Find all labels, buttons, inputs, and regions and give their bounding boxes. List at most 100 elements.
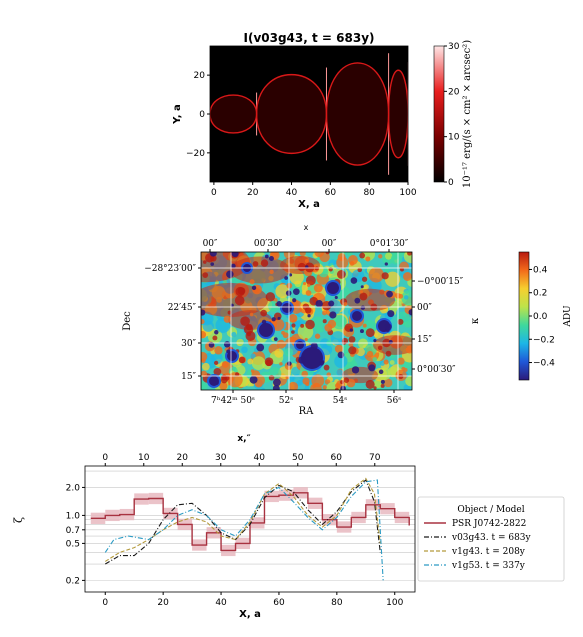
small-void <box>360 285 364 289</box>
noise-blob <box>202 362 210 371</box>
hot-spot <box>359 292 368 301</box>
x-tick-label: 100 <box>399 188 416 198</box>
hot-spot <box>201 358 206 364</box>
hot-spot <box>362 323 367 328</box>
noise-blob <box>336 369 344 376</box>
small-void <box>378 369 384 375</box>
hot-spot <box>365 379 375 389</box>
small-void <box>360 305 366 310</box>
hot-spot <box>305 319 315 330</box>
hot-spot <box>288 314 298 323</box>
x-tick-label: 80 <box>331 598 343 608</box>
hot-spot <box>201 319 205 325</box>
void <box>227 351 237 361</box>
x-tick-label: 60 <box>325 188 337 198</box>
hot-spot <box>269 269 274 275</box>
hot-spot <box>314 266 319 271</box>
hot-spot <box>249 312 254 317</box>
hot-spot <box>405 345 412 354</box>
hot-spot <box>365 328 375 338</box>
top-tick-label: 60 <box>331 453 343 463</box>
small-void <box>209 252 217 257</box>
hot-spot <box>334 344 344 353</box>
small-void <box>386 290 393 298</box>
bottom-tick-label: 56ˢ <box>387 396 401 406</box>
bottom-tick-label: 54ˢ <box>333 396 347 406</box>
small-void <box>359 329 364 334</box>
noise-blob <box>201 381 208 390</box>
small-void <box>230 263 236 269</box>
small-void <box>310 342 318 350</box>
left-tick-label: 15″ <box>181 372 196 382</box>
small-void <box>350 277 358 284</box>
x-tick-label: 100 <box>386 598 403 608</box>
hot-spot <box>221 361 229 368</box>
small-void <box>380 379 385 384</box>
kappa-map-panel: x 00″ 00′30″ 00″ 0°01′30″ 7ʰ42ᵐ 50ˢ 52ˢ 54ˢ 56ˢ… <box>122 223 573 417</box>
small-void <box>226 270 234 279</box>
hot-spot <box>323 364 330 371</box>
hot-spot <box>302 377 310 385</box>
small-void <box>288 273 293 277</box>
small-void <box>273 337 278 341</box>
hot-spot <box>223 315 231 323</box>
ridge-blob <box>373 335 412 355</box>
hot-spot <box>373 386 377 390</box>
hot-spot <box>291 330 295 334</box>
x-tick-label: 80 <box>363 188 375 198</box>
small-void <box>230 303 234 307</box>
kappa-map-ylabel: Dec <box>122 311 133 331</box>
small-void <box>315 299 323 308</box>
right-tick-label: 0°00′30″ <box>417 365 456 375</box>
hot-spot <box>377 345 383 351</box>
noise-blob <box>383 378 393 388</box>
shell-fill <box>256 74 327 154</box>
colorbar-tick-label: 30 <box>448 42 460 52</box>
hot-spot <box>260 259 269 267</box>
hot-spot <box>305 290 312 296</box>
noise-blob <box>275 284 290 299</box>
hot-spot <box>314 252 325 258</box>
hot-spot <box>249 279 255 285</box>
y-tick-label: 0.2 <box>66 576 80 586</box>
hot-spot <box>202 260 207 264</box>
right-tick-label: 15″ <box>417 335 432 345</box>
small-void <box>349 328 354 332</box>
noise-blob <box>401 290 412 306</box>
noise-blob <box>358 338 369 349</box>
hot-spot <box>348 336 356 344</box>
colorbar-tick-label: 0.2 <box>533 289 547 299</box>
kappa-map-top-axis-label: x <box>304 223 309 232</box>
hot-spot <box>279 362 283 366</box>
left-tick-label: 30″ <box>181 339 196 349</box>
hot-spot <box>252 261 259 267</box>
hot-spot <box>312 384 316 389</box>
hot-spot <box>325 252 330 255</box>
hot-spot <box>213 367 222 376</box>
ridge-blob <box>201 282 268 318</box>
hot-spot <box>202 272 209 278</box>
hot-spot <box>221 374 227 381</box>
hot-spot <box>399 267 404 272</box>
hot-spot <box>264 357 274 367</box>
noise-blob <box>334 354 348 368</box>
x-tick-label: 0 <box>102 598 108 608</box>
hot-spot <box>343 377 350 383</box>
y-tick-label: −20 <box>186 149 205 159</box>
hot-spot <box>304 307 312 314</box>
hot-spot <box>304 258 309 263</box>
small-void <box>384 323 392 331</box>
hot-spot <box>383 359 389 365</box>
noise-blob <box>403 252 412 264</box>
bottom-tick-label: 7ʰ42ᵐ 50ˢ <box>211 396 255 406</box>
kappa-map-right-axis-label: κ <box>470 317 481 324</box>
profile-plot-frame <box>84 465 416 593</box>
small-void <box>251 285 257 291</box>
colorbar-tick-label: −0.2 <box>533 335 555 345</box>
void <box>282 303 292 313</box>
hot-spot <box>385 350 392 357</box>
shell-fill <box>388 70 408 158</box>
small-void <box>337 351 345 359</box>
legend-title: Object / Model <box>457 505 524 515</box>
emission-colorbar-label: 10⁻¹⁷ erg/(s × cm² × arcsec²) <box>462 40 473 188</box>
